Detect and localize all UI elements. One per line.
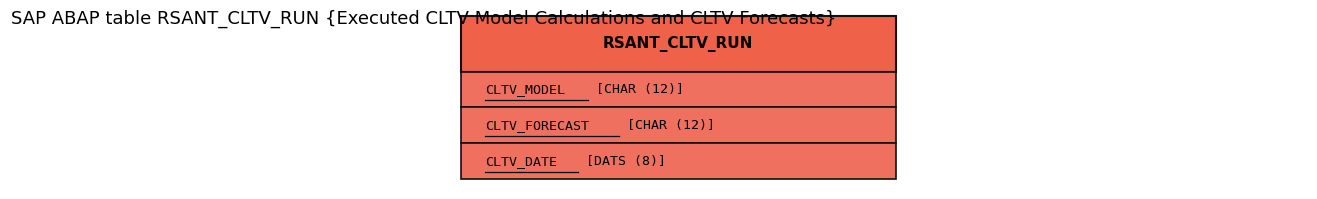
Text: RSANT_CLTV_RUN: RSANT_CLTV_RUN [603, 36, 753, 52]
Text: CLTV_DATE: CLTV_DATE [485, 155, 557, 168]
Text: CLTV_FORECAST: CLTV_FORECAST [485, 119, 589, 132]
Text: [CHAR (12)]: [CHAR (12)] [619, 119, 715, 132]
Bar [461, 72, 896, 107]
Bar [461, 143, 896, 179]
Bar [461, 107, 896, 143]
Text: [CHAR (12)]: [CHAR (12)] [587, 83, 684, 96]
Text: CLTV_MODEL: CLTV_MODEL [485, 83, 565, 96]
Text: [DATS (8)]: [DATS (8)] [578, 155, 665, 168]
Bar [461, 16, 896, 72]
Text: SAP ABAP table RSANT_CLTV_RUN {Executed CLTV Model Calculations and CLTV Forecas: SAP ABAP table RSANT_CLTV_RUN {Executed … [11, 10, 836, 28]
